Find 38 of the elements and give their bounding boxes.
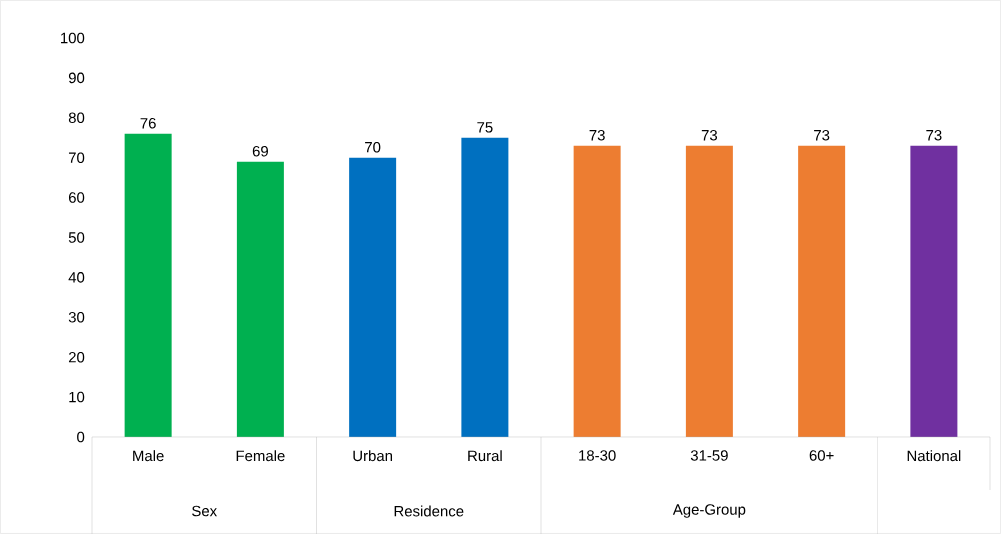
bar: [573, 145, 621, 437]
y-tick-label: 70: [68, 152, 85, 163]
y-tick-label: 80: [68, 112, 85, 124]
bar: [124, 133, 172, 437]
y-tick-label: 90: [68, 72, 85, 84]
x-tick-label: 60+: [809, 450, 834, 461]
data-label: 73: [589, 129, 605, 141]
bar: [236, 161, 284, 437]
x-tick-label: 31-59: [690, 450, 728, 461]
x-tick-label: National: [907, 450, 961, 462]
y-tick-label: 40: [68, 272, 85, 283]
data-label: 69: [252, 145, 268, 157]
text: Sex: [192, 505, 217, 517]
data-label: 73: [814, 129, 830, 141]
bar: [349, 157, 397, 437]
data-label: 75: [477, 122, 493, 133]
y-tick-label: 30: [68, 311, 85, 323]
x-tick-label: Rural: [468, 450, 502, 462]
y-tick-label: 10: [69, 391, 85, 403]
x-tick-label: Urban: [353, 450, 393, 462]
text: Residence: [394, 505, 464, 517]
bar: [798, 145, 846, 437]
y-tick-label: 60: [68, 192, 85, 203]
data-label: 73: [926, 129, 942, 141]
bar: [461, 137, 509, 437]
bar: [910, 145, 958, 437]
bar: [685, 145, 733, 437]
x-tick-label: Female: [236, 450, 285, 462]
data-label: 70: [365, 141, 381, 153]
data-label: 73: [701, 129, 718, 141]
y-tick-label: 100: [61, 32, 85, 44]
y-tick-label: 20: [68, 351, 85, 363]
y-tick-label: 50: [68, 232, 85, 243]
y-tick-label: 0: [77, 431, 85, 443]
x-tick-label: Male: [133, 450, 164, 462]
data-label: 76: [140, 117, 156, 129]
x-tick-label: 18-30: [579, 450, 616, 461]
text: Age-Group: [672, 504, 746, 518]
